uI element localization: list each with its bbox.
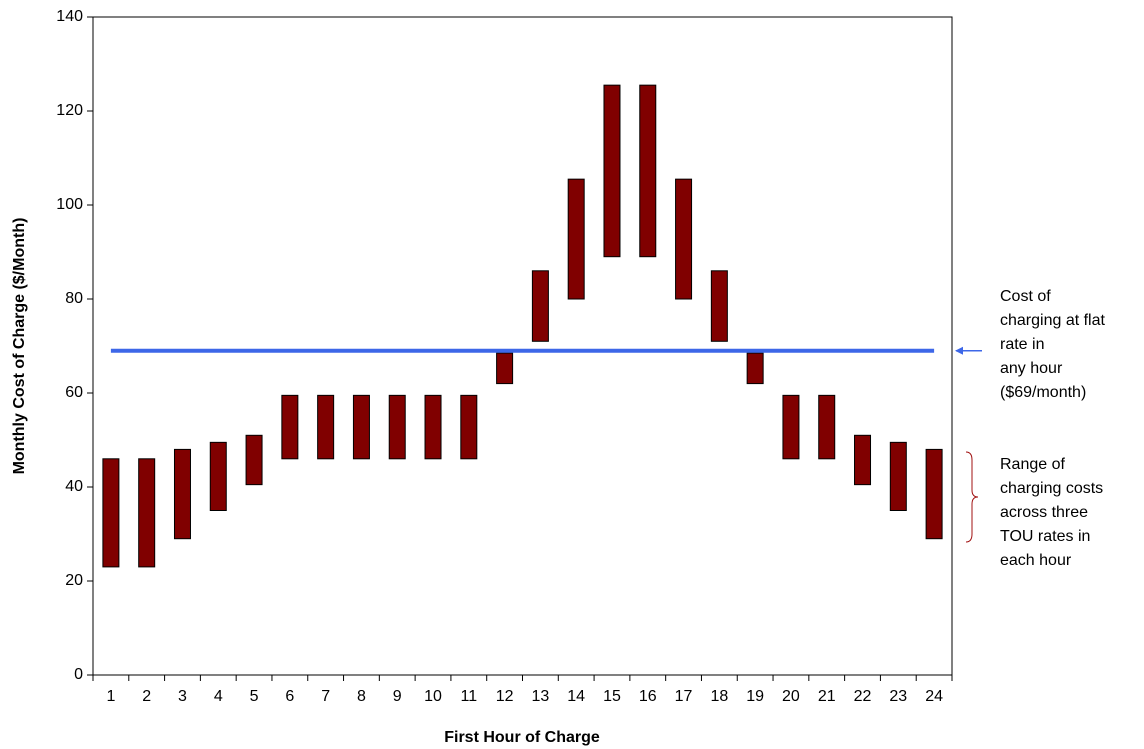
range-bar bbox=[173, 448, 191, 540]
x-tick-label: 5 bbox=[250, 688, 259, 705]
range-bar bbox=[317, 394, 335, 460]
x-tick-label: 2 bbox=[142, 688, 151, 705]
range-bar bbox=[746, 352, 764, 385]
range-bar bbox=[281, 394, 299, 460]
annotation-text: each hour bbox=[1000, 552, 1072, 569]
x-tick-label: 14 bbox=[567, 688, 585, 705]
x-tick-label: 10 bbox=[424, 688, 442, 705]
y-tick-label: 40 bbox=[65, 478, 83, 495]
annotation-text: Range of bbox=[1000, 456, 1065, 473]
annotation-text: ($69/month) bbox=[1000, 384, 1086, 401]
y-tick-label: 20 bbox=[65, 572, 83, 589]
annotation-text: any hour bbox=[1000, 360, 1063, 377]
range-bar bbox=[138, 458, 156, 568]
annotation-text: Cost of bbox=[1000, 288, 1051, 305]
range-bar bbox=[388, 394, 406, 460]
annotation-text: charging costs bbox=[1000, 480, 1103, 497]
range-bar bbox=[245, 434, 263, 486]
y-tick-label: 100 bbox=[56, 196, 83, 213]
range-bar bbox=[639, 84, 657, 258]
y-tick-label: 60 bbox=[65, 384, 83, 401]
range-bar bbox=[496, 352, 514, 385]
y-tick-label: 0 bbox=[74, 666, 83, 683]
x-tick-label: 3 bbox=[178, 688, 187, 705]
range-bar bbox=[603, 84, 621, 258]
brace bbox=[965, 451, 979, 543]
y-tick-label: 140 bbox=[56, 8, 83, 25]
x-tick-label: 8 bbox=[357, 688, 366, 705]
range-bar bbox=[460, 394, 478, 460]
x-tick-label: 11 bbox=[461, 688, 478, 705]
annotation-text: TOU rates in bbox=[1000, 528, 1090, 545]
x-tick-label: 15 bbox=[603, 688, 621, 705]
range-bar bbox=[567, 178, 585, 300]
y-axis-title: Monthly Cost of Charge ($/Month) bbox=[11, 218, 28, 475]
range-bar bbox=[209, 441, 227, 512]
x-tick-label: 17 bbox=[675, 688, 693, 705]
x-tick-label: 16 bbox=[639, 688, 657, 705]
y-tick-label: 80 bbox=[65, 290, 83, 307]
range-bar bbox=[782, 394, 800, 460]
x-axis-title: First Hour of Charge bbox=[444, 729, 600, 746]
x-tick-label: 18 bbox=[710, 688, 728, 705]
x-tick-label: 19 bbox=[746, 688, 764, 705]
x-tick-label: 13 bbox=[531, 688, 549, 705]
y-tick-label: 120 bbox=[56, 102, 83, 119]
range-bar bbox=[818, 394, 836, 460]
range-bar bbox=[889, 441, 907, 512]
x-tick-label: 6 bbox=[285, 688, 294, 705]
range-bar bbox=[854, 434, 872, 486]
x-tick-label: 23 bbox=[889, 688, 907, 705]
arrow-head bbox=[955, 346, 963, 355]
x-tick-label: 22 bbox=[854, 688, 872, 705]
x-tick-label: 12 bbox=[496, 688, 514, 705]
plot-frame bbox=[92, 16, 953, 676]
annotation-text: across three bbox=[1000, 504, 1088, 521]
range-bar bbox=[675, 178, 693, 300]
range-bar bbox=[352, 394, 370, 460]
annotation-text: rate in bbox=[1000, 336, 1044, 353]
range-bar bbox=[710, 270, 728, 342]
annotation-text: charging at flat bbox=[1000, 312, 1106, 329]
x-tick-label: 1 bbox=[106, 688, 115, 705]
range-bar bbox=[102, 458, 120, 568]
x-tick-label: 20 bbox=[782, 688, 800, 705]
x-tick-label: 21 bbox=[818, 688, 836, 705]
range-bar bbox=[531, 270, 549, 342]
range-bar bbox=[424, 394, 442, 460]
x-tick-label: 24 bbox=[925, 688, 943, 705]
range-bar bbox=[925, 448, 943, 540]
x-tick-label: 4 bbox=[214, 688, 223, 705]
x-tick-label: 7 bbox=[321, 688, 330, 705]
x-tick-label: 9 bbox=[393, 688, 402, 705]
